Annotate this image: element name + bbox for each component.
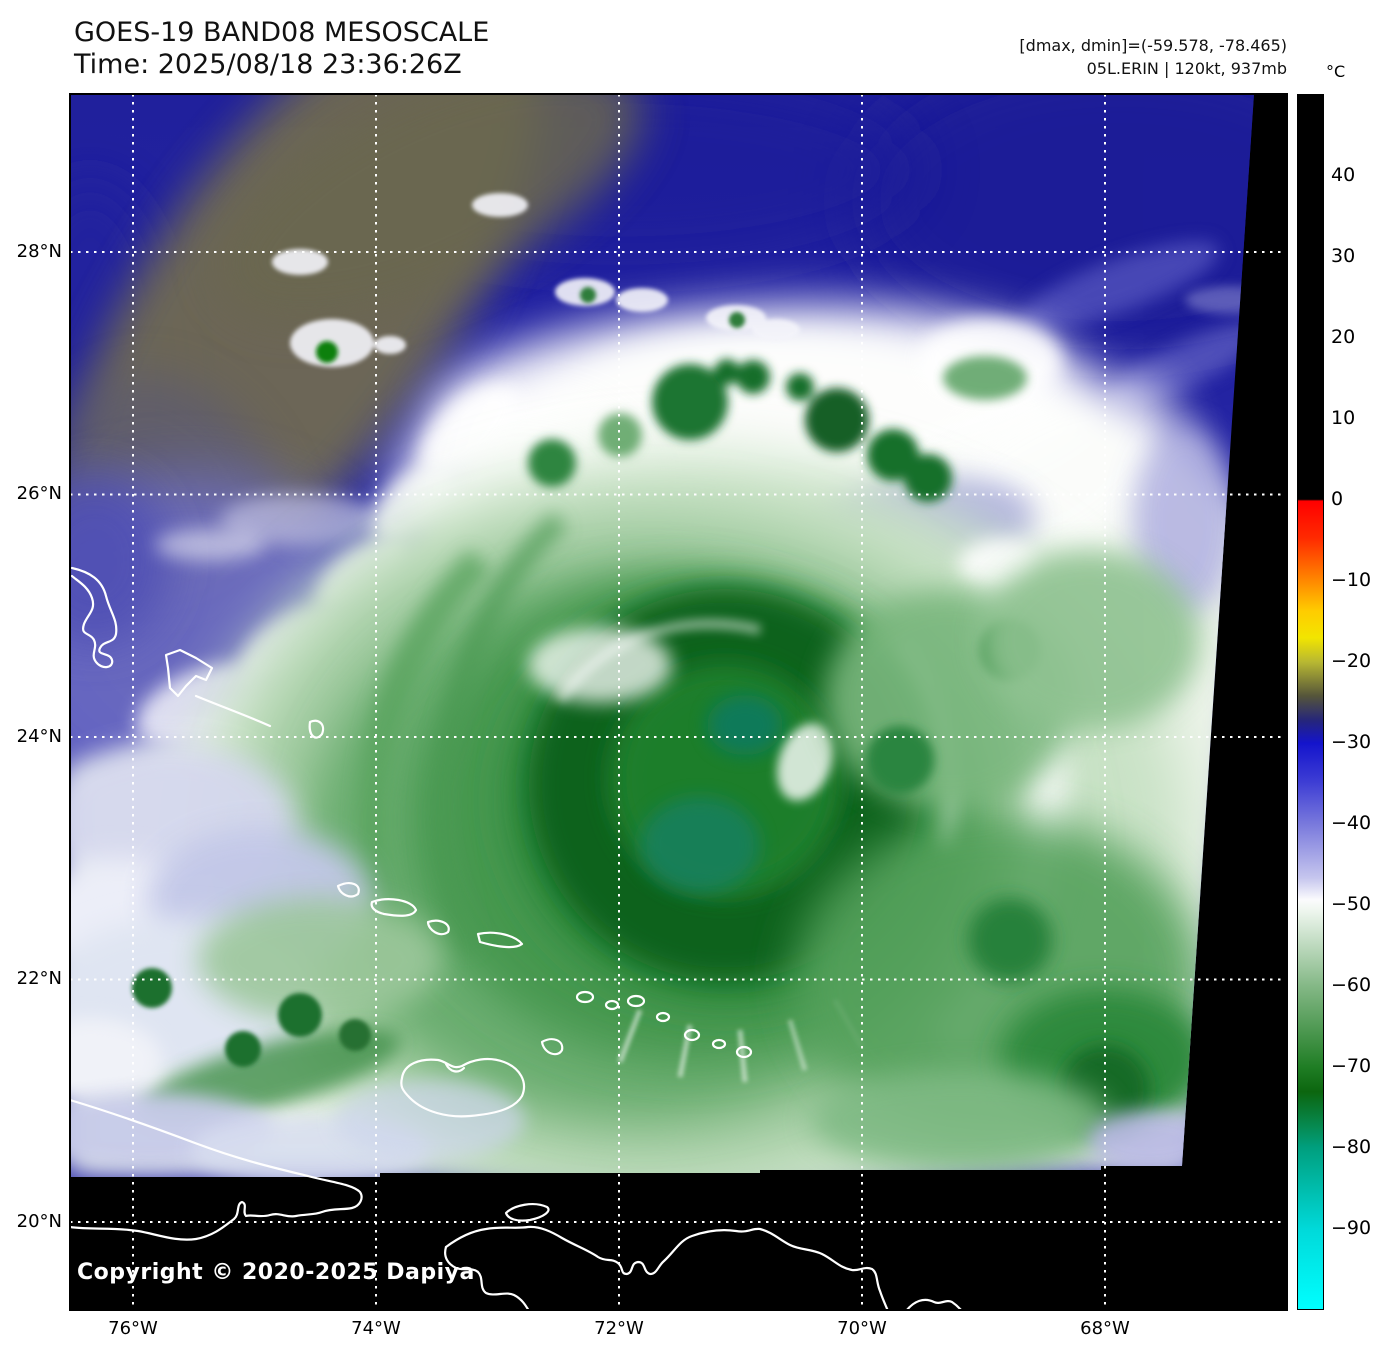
colorbar-tick-label: 40: [1331, 164, 1356, 186]
lat-tick-label: 28°N: [16, 241, 62, 262]
coastlines: [70, 566, 963, 1310]
storm-info-annotation: 05L.ERIN | 120kt, 937mb: [1086, 59, 1287, 78]
lon-tick-label: 74°W: [351, 1318, 401, 1339]
colorbar-tick-label: 30: [1331, 245, 1356, 267]
figure-title: GOES-19 BAND08 MESOSCALE: [74, 17, 490, 48]
lon-tick-label: 68°W: [1080, 1318, 1130, 1339]
colorbar-tick-label: 0: [1331, 488, 1344, 510]
colorbar-tick-label: −70: [1331, 1055, 1372, 1077]
lat-tick-label: 22°N: [16, 968, 62, 989]
colorbar-tick-label: −90: [1331, 1217, 1372, 1239]
copyright-label: Copyright © 2020-2025 Dapiya: [77, 1260, 475, 1285]
lon-tick-label: 76°W: [108, 1318, 158, 1339]
axes-frame: [69, 93, 1288, 1311]
figure-timestamp: Time: 2025/08/18 23:36:26Z: [74, 49, 462, 80]
lon-tick-label: 70°W: [837, 1318, 887, 1339]
lat-tick-label: 20°N: [16, 1211, 62, 1232]
colorbar-tick-label: −40: [1331, 812, 1372, 834]
colorbar-tick-label: −10: [1331, 569, 1372, 591]
range-annotation: [dmax, dmin]=(-59.578, -78.465): [1019, 36, 1287, 55]
colorbar-tick-label: 10: [1331, 407, 1356, 429]
colorbar-tick-label: 20: [1331, 326, 1356, 348]
colorbar-tick-label: −60: [1331, 974, 1372, 996]
lon-tick-label: 72°W: [594, 1318, 644, 1339]
colorbar-tick-label: −20: [1331, 650, 1372, 672]
swath-imagery: [70, 94, 1254, 1177]
colorbar-tick-label: −50: [1331, 893, 1372, 915]
colorbar: [1297, 94, 1324, 1310]
colorbar-tick-label: −80: [1331, 1136, 1372, 1158]
lat-tick-label: 26°N: [16, 483, 62, 504]
lat-tick-label: 24°N: [16, 726, 62, 747]
graticule-gridlines: [70, 94, 1287, 1310]
colorbar-unit-label: °C: [1326, 62, 1346, 81]
colorbar-tick-label: −30: [1331, 731, 1372, 753]
